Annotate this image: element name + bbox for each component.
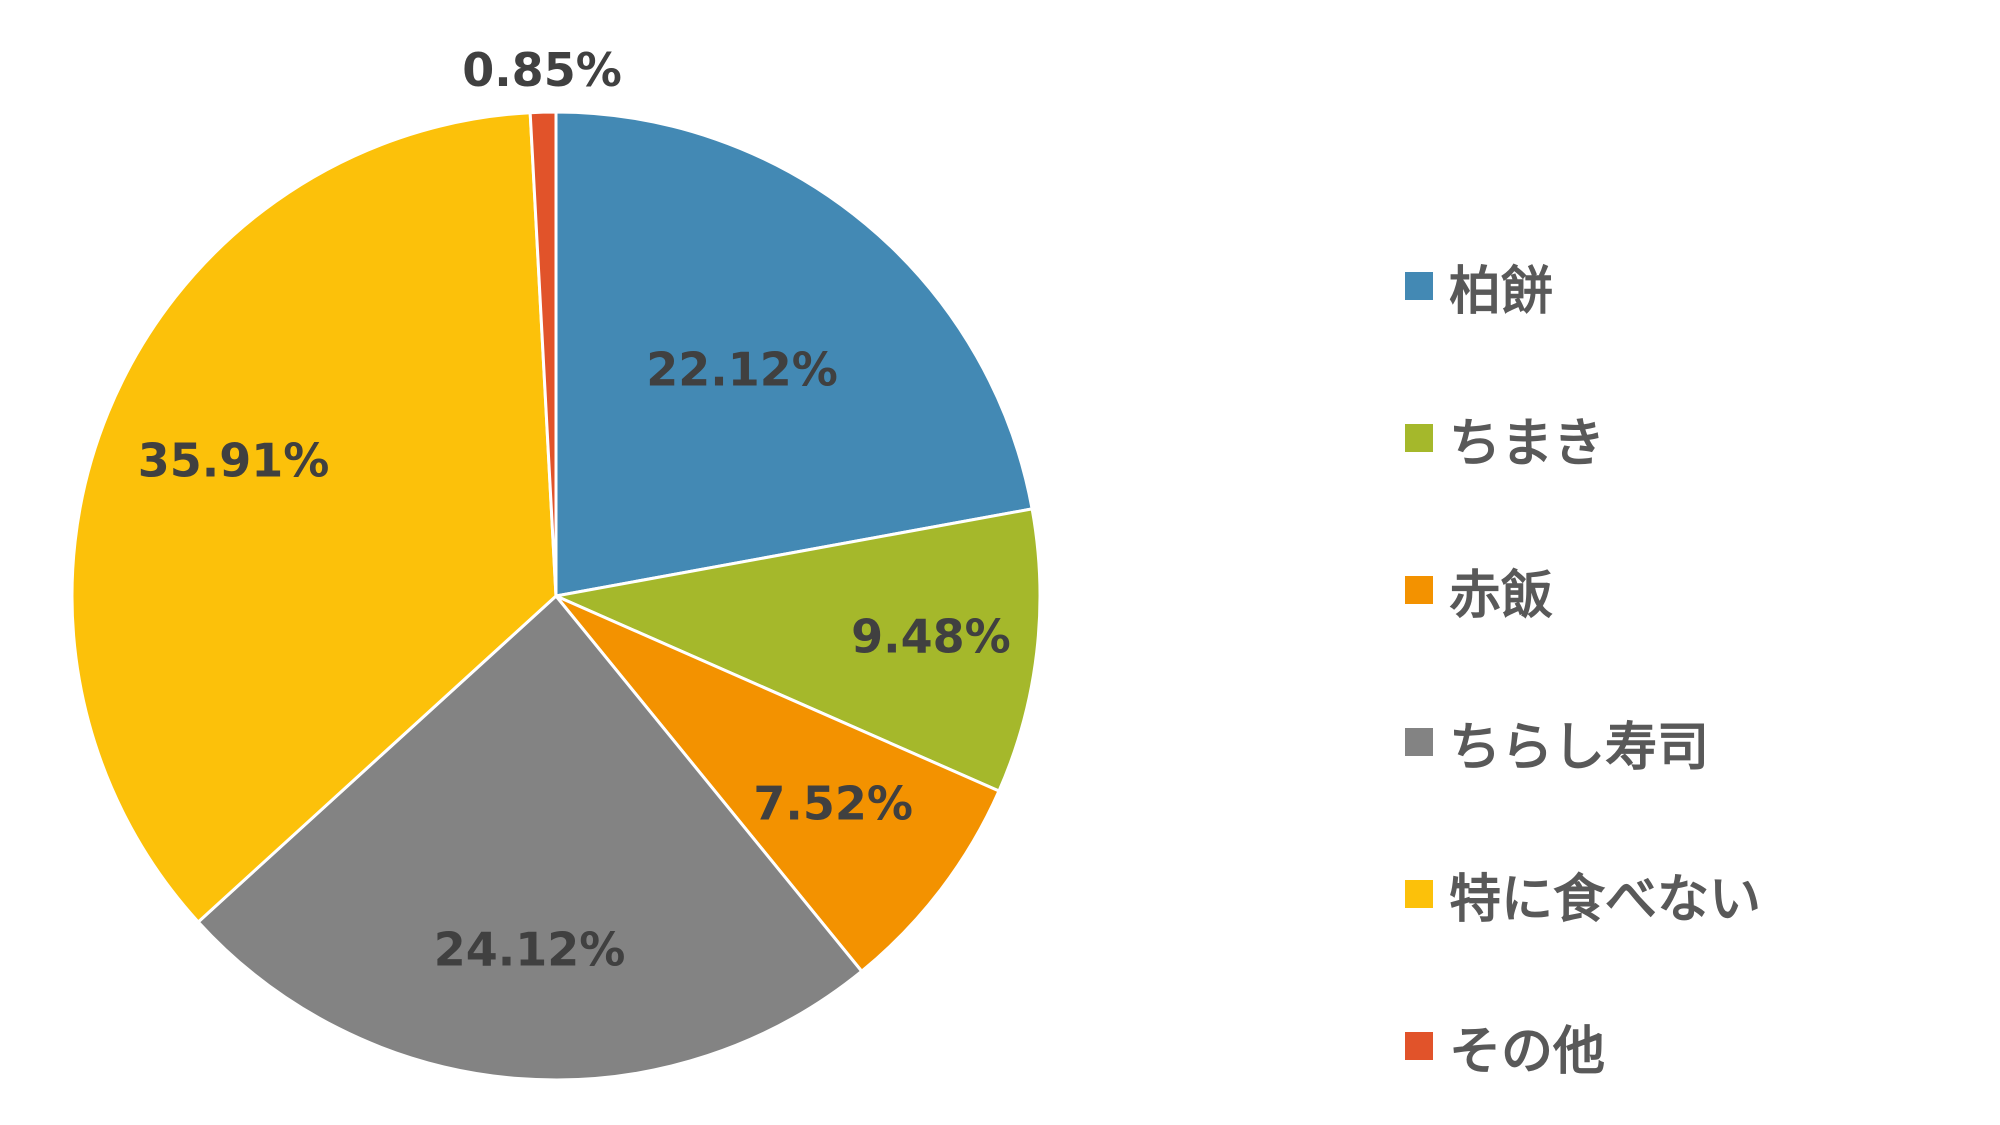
legend-item: 特に食べない bbox=[1405, 818, 1965, 970]
data-label-5: 35.91% bbox=[138, 433, 330, 487]
legend-label: ちらし寿司 bbox=[1449, 717, 1710, 778]
legend-label: 特に食べない bbox=[1449, 869, 1762, 930]
pie-slice-1 bbox=[554, 110, 1034, 598]
legend-swatch bbox=[1405, 880, 1433, 908]
data-label-3: 7.52% bbox=[753, 777, 913, 831]
data-label-2: 9.48% bbox=[851, 610, 1011, 664]
pie-slices bbox=[70, 110, 1042, 1082]
legend-label: 赤飯 bbox=[1449, 565, 1554, 626]
legend-item: ちらし寿司 bbox=[1405, 666, 1965, 818]
data-label-4: 24.12% bbox=[434, 923, 626, 977]
legend-item: 赤飯 bbox=[1405, 514, 1965, 666]
legend-item: 柏餅 bbox=[1405, 210, 1965, 362]
pie-slice-2 bbox=[550, 507, 1042, 793]
legend-item: その他 bbox=[1405, 970, 1965, 1122]
data-label-6: 0.85% bbox=[462, 43, 622, 97]
legend: 柏餅ちまき赤飯ちらし寿司特に食べない その他 bbox=[1405, 210, 1965, 1122]
legend-label: その他 bbox=[1449, 1021, 1606, 1082]
legend-swatch bbox=[1405, 272, 1433, 300]
legend-label: ちまき bbox=[1449, 413, 1606, 474]
legend-swatch bbox=[1405, 424, 1433, 452]
legend-swatch bbox=[1405, 1032, 1433, 1060]
pie-slice-5 bbox=[70, 111, 558, 925]
legend-item: ちまき bbox=[1405, 362, 1965, 514]
pie-slice-6 bbox=[528, 110, 558, 597]
pie-slice-4 bbox=[196, 593, 864, 1082]
legend-swatch bbox=[1405, 576, 1433, 604]
data-label-1: 22.12% bbox=[646, 342, 838, 396]
legend-label: 柏餅 bbox=[1449, 261, 1554, 322]
pie-data-labels: 22.12% 9.48% 7.52% 24.12% 35.91% 0.85% bbox=[138, 43, 1011, 977]
pie-slice-3 bbox=[554, 594, 1001, 974]
legend-swatch bbox=[1405, 728, 1433, 756]
